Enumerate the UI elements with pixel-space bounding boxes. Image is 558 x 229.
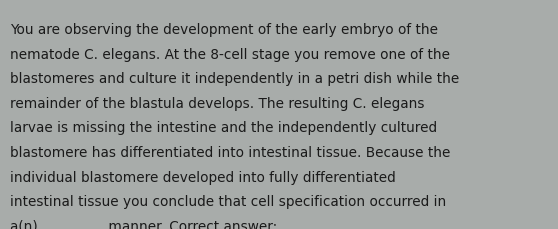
Text: blastomeres and culture it independently in a petri dish while the: blastomeres and culture it independently… [10,72,459,86]
Text: remainder of the blastula develops. The resulting C. elegans: remainder of the blastula develops. The … [10,96,425,110]
Text: intestinal tissue you conclude that cell specification occurred in: intestinal tissue you conclude that cell… [10,194,446,208]
Text: blastomere has differentiated into intestinal tissue. Because the: blastomere has differentiated into intes… [10,145,450,159]
Text: nematode C. elegans. At the 8-cell stage you remove one of the: nematode C. elegans. At the 8-cell stage… [10,47,450,61]
Text: larvae is missing the intestine and the independently cultured: larvae is missing the intestine and the … [10,121,437,135]
Text: You are observing the development of the early embryo of the: You are observing the development of the… [10,23,438,37]
Text: individual blastomere developed into fully differentiated: individual blastomere developed into ful… [10,170,396,184]
Text: a(n) _________ manner. Correct answer:: a(n) _________ manner. Correct answer: [10,219,277,229]
